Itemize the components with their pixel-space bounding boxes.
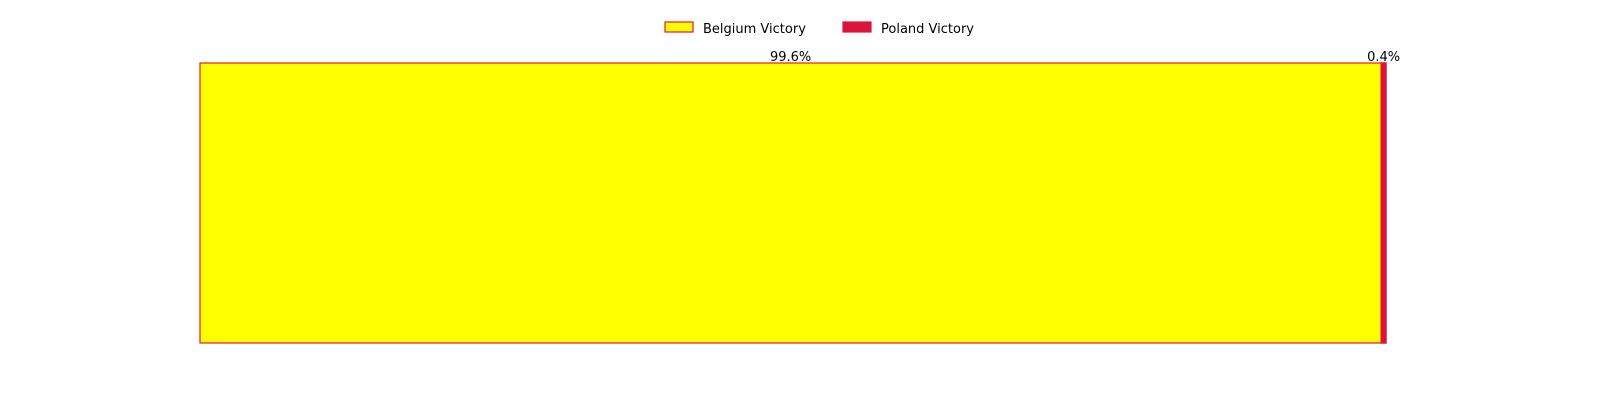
legend-swatch-belgium-victory (664, 21, 694, 33)
bars-group (199, 62, 1387, 344)
data-label-poland-victory: 0.4% (1367, 50, 1400, 65)
data-labels-group: 99.6% 0.4% (770, 50, 1400, 65)
data-label-belgium-victory: 99.6% (770, 50, 811, 65)
legend: Belgium Victory Poland Victory (664, 21, 974, 37)
legend-label-poland-victory: Poland Victory (881, 22, 974, 37)
bar-poland-victory (1380, 62, 1387, 344)
bar-belgium-victory (199, 62, 1382, 344)
legend-label-belgium-victory: Belgium Victory (703, 22, 806, 37)
legend-swatch-poland-victory (842, 21, 872, 33)
